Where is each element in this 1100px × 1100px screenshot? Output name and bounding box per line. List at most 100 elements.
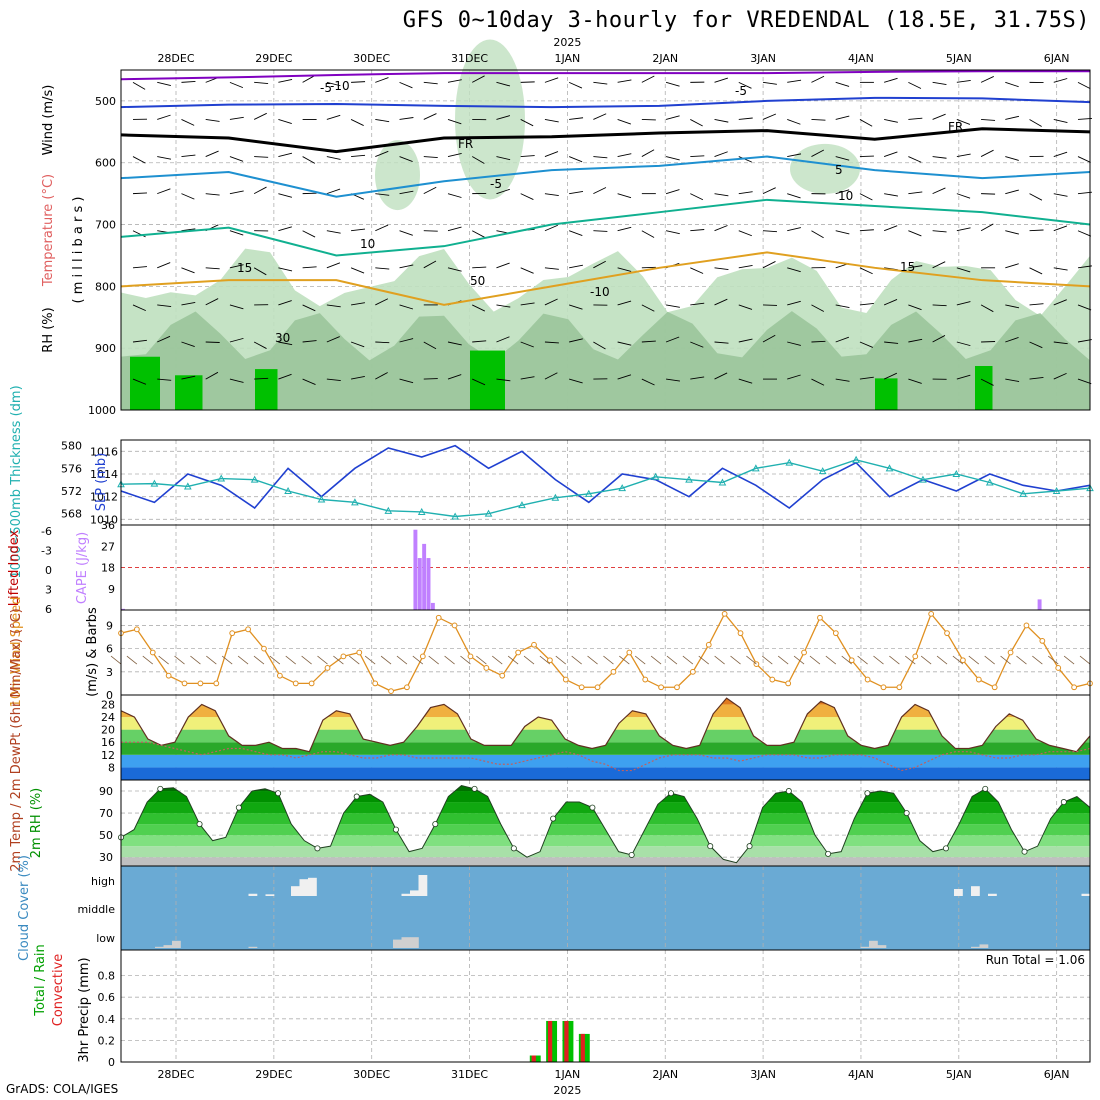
y-tick-right: 1014 (90, 468, 118, 481)
y-tick-right: 18 (101, 562, 115, 575)
cloud-bar-high (418, 875, 428, 896)
wind-barb (496, 188, 510, 195)
cloud-bar-low (401, 937, 411, 948)
wind-barb (714, 77, 728, 83)
wind-barb (762, 113, 777, 120)
wind-barb (132, 156, 146, 164)
wind-barb (568, 81, 583, 89)
wind-barb (859, 341, 873, 348)
wind-barb (205, 193, 220, 196)
wind-barb (617, 300, 632, 306)
contour-label: 30 (275, 331, 290, 345)
y-label-lifted-index: Lifted Index (7, 529, 22, 606)
y-tick-label: 500 (95, 95, 116, 108)
contour-label: 10 (360, 237, 375, 251)
wind-barb (205, 267, 220, 270)
wind-barb (302, 378, 316, 385)
x-year-top: 2025 (553, 36, 581, 49)
wind-barb (278, 226, 292, 232)
thickness-line (120, 459, 1091, 518)
wind-speed-point (1071, 684, 1078, 691)
contour-label: -5 (490, 177, 502, 191)
wind-barb (1005, 337, 1019, 343)
wind-barb (350, 375, 365, 380)
wind-barb (132, 81, 146, 90)
wind-barb (666, 378, 681, 382)
cape-bar (413, 529, 418, 610)
y-tick-left: 6 (45, 603, 52, 616)
wind-barb (883, 299, 898, 306)
wind-barb (1029, 193, 1043, 201)
thickness-point (1019, 489, 1028, 497)
cloud-bar-low (979, 944, 989, 948)
wind-barb (1029, 341, 1043, 349)
wind-barb (476, 655, 487, 665)
cloud-bar-low (248, 946, 258, 948)
rh-shading-dark (975, 366, 993, 410)
y-tick-label: 20 (101, 724, 115, 737)
wind-speed-point (133, 626, 140, 633)
wind-barb (544, 298, 558, 306)
wind-barb (1005, 304, 1020, 309)
rh-shading-dark (130, 356, 160, 410)
wind-barb (1005, 115, 1020, 120)
wind-barb (380, 655, 392, 665)
wind-barb (665, 156, 680, 161)
wind-barb (326, 336, 340, 343)
wind-barb (980, 223, 994, 232)
wind-barb (253, 186, 267, 195)
wind-barb (787, 119, 801, 125)
wind-barb (738, 117, 753, 120)
wind-barb (423, 341, 437, 350)
wind-barb (350, 341, 365, 348)
wind-barb (811, 304, 825, 312)
wind-barb (666, 655, 678, 665)
wind-barb (952, 655, 964, 665)
rh-band (121, 846, 1090, 858)
wind-barb (835, 378, 850, 382)
thickness-point (952, 469, 961, 477)
y-axis-labels-precip: Total / Rain Convective 3hr Precip (mm) (33, 944, 92, 1062)
wind-barb (787, 267, 801, 273)
wind-speed-point (213, 680, 220, 687)
wind-barb (956, 193, 971, 199)
wind-barb (302, 266, 317, 269)
wind-barb (423, 156, 438, 158)
wind-barb (351, 302, 365, 306)
cloud-bar-low (410, 937, 419, 948)
thickness-point (150, 479, 159, 487)
y-tick-label: 30 (99, 851, 113, 864)
wind-barb (932, 335, 946, 343)
wind-barb (884, 151, 898, 157)
wind-barb (714, 225, 728, 232)
cloud-level-middle: middle (77, 903, 115, 916)
wind-speed-point (944, 630, 950, 637)
thickness-point (618, 484, 627, 492)
wind-barb (1029, 119, 1042, 127)
wind-barb (132, 339, 147, 343)
rh-band (121, 835, 1090, 847)
wind-barb (326, 156, 341, 160)
wind-barb (447, 193, 462, 198)
wind-barb (738, 230, 753, 237)
isotherm--10 (120, 70, 1090, 81)
wind-barb (412, 655, 424, 665)
wind-barb (1005, 81, 1019, 88)
wind-barb (375, 341, 390, 344)
wind-barb (714, 193, 729, 197)
wind-barb (905, 655, 916, 665)
y-axis-labels-wind: 10m Wind Speed (m/s) & Barbs (9, 597, 100, 708)
wind-barb (714, 341, 729, 344)
wind-barb (593, 113, 607, 120)
y-axis-labels-temp: 2m Temp / 2m DewPt (6hr Min/Max) (°C) (9, 608, 24, 871)
wind-barb (619, 655, 630, 665)
temp-line (120, 697, 1091, 753)
y-axis-labels-slp: 1000~500mb Thickness (dm) SLP (mb) (9, 385, 109, 578)
wind-barb (980, 304, 994, 313)
wind-speed-point (848, 657, 855, 664)
wind-barb (447, 152, 462, 157)
wind-speed-point (832, 630, 839, 637)
cloud-bar-high (291, 886, 300, 896)
rh-shading-dark (255, 369, 278, 410)
wind-barb (908, 230, 922, 237)
